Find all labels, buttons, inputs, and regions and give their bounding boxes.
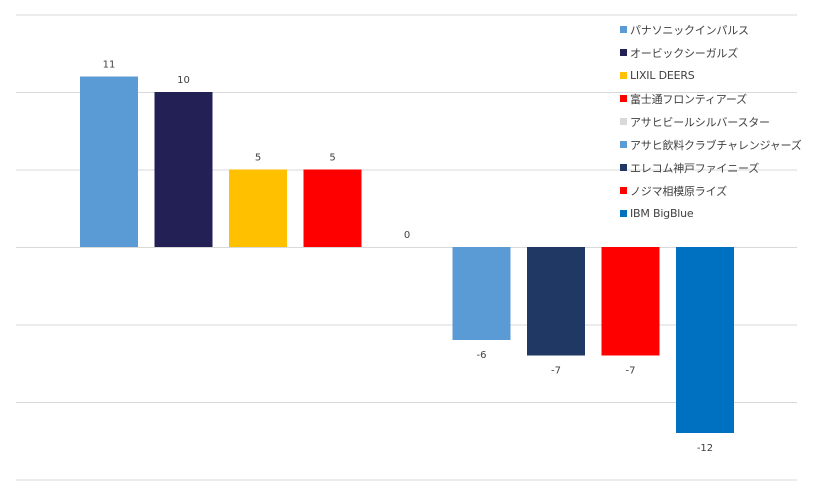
- legend-swatch: [620, 49, 627, 56]
- bar-1: [154, 92, 213, 247]
- legend-item: ノジマ相模原ライズ: [620, 179, 810, 202]
- data-label-0: 11: [103, 60, 116, 71]
- legend-label: アサヒビールシルバースター: [630, 115, 770, 129]
- data-label-6: -7: [551, 366, 561, 377]
- bars: [80, 76, 734, 433]
- bar-3: [303, 169, 362, 247]
- legend-label: エレコム神戸ファイニーズ: [630, 161, 760, 175]
- data-label-7: -7: [626, 366, 636, 377]
- legend-swatch: [620, 118, 627, 125]
- legend-swatch: [620, 141, 627, 148]
- legend-swatch: [620, 187, 627, 194]
- legend-swatch: [620, 210, 627, 217]
- data-label-5: -6: [477, 350, 487, 361]
- legend-label: オービックシーガルズ: [630, 46, 738, 60]
- legend-item: パナソニックインパルス: [620, 18, 810, 41]
- legend-item: オービックシーガルズ: [620, 41, 810, 64]
- bar-6: [527, 247, 585, 356]
- legend-item: LIXIL DEERS: [620, 64, 810, 87]
- legend-label: 富士通フロンティアーズ: [630, 92, 747, 106]
- legend-item: IBM BigBlue: [620, 202, 810, 225]
- data-label-8: -12: [697, 443, 713, 454]
- legend-swatch: [620, 164, 627, 171]
- data-label-4: 0: [404, 230, 410, 241]
- legend-item: 富士通フロンティアーズ: [620, 87, 810, 110]
- data-label-2: 5: [255, 153, 261, 164]
- data-label-3: 5: [329, 153, 335, 164]
- legend-swatch: [620, 95, 627, 102]
- data-label-1: 10: [177, 75, 190, 86]
- legend: パナソニックインパルス オービックシーガルズ LIXIL DEERS 富士通フロンティ…: [620, 18, 810, 225]
- bar-7: [601, 247, 660, 356]
- legend-label: アサヒ飲料クラブチャレンジャーズ: [630, 138, 802, 152]
- legend-swatch: [620, 72, 627, 79]
- legend-label: LIXIL DEERS: [630, 69, 695, 82]
- legend-item: エレコム神戸ファイニーズ: [620, 156, 810, 179]
- data-labels: 11 10 5 5 0 -6 -7 -7 -12: [103, 60, 714, 455]
- bar-0: [80, 76, 138, 247]
- gridlines: [16, 14, 797, 481]
- legend-label: ノジマ相模原ライズ: [630, 184, 727, 198]
- legend-label: パナソニックインパルス: [630, 23, 749, 37]
- bar-8: [676, 247, 734, 433]
- legend-item: アサヒ飲料クラブチャレンジャーズ: [620, 133, 810, 156]
- legend-item: アサヒビールシルバースター: [620, 110, 810, 133]
- bar-5: [452, 247, 511, 340]
- legend-swatch: [620, 26, 627, 33]
- bar-2: [229, 169, 287, 247]
- legend-label: IBM BigBlue: [630, 207, 694, 220]
